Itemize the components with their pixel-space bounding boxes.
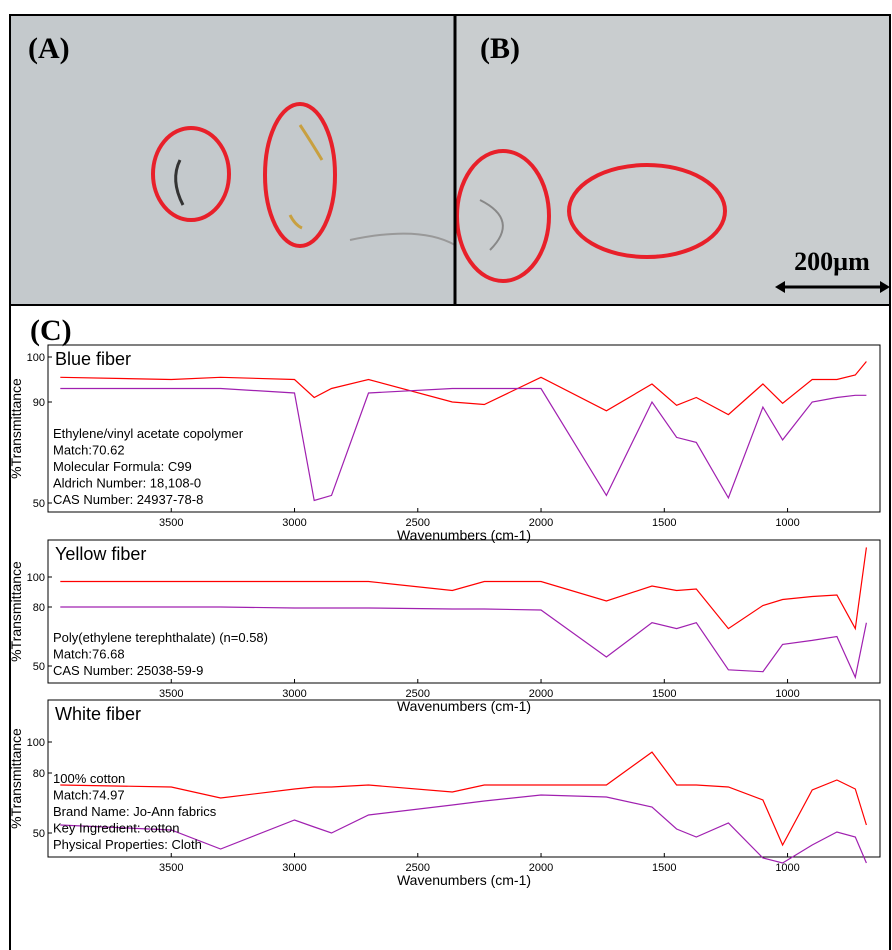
- x-axis-label: Wavenumbers (cm-1): [397, 527, 531, 543]
- x-tick-label: 1500: [652, 688, 676, 700]
- scale-bar-label: 200µm: [794, 247, 870, 276]
- y-tick-label: 90: [33, 397, 45, 409]
- library-annotation: Brand Name: Jo-Ann fabrics: [53, 804, 217, 819]
- x-tick-label: 2500: [406, 517, 430, 529]
- spectrum-line: [60, 547, 867, 631]
- library-annotation: Match:70.62: [53, 443, 125, 458]
- y-axis-label: %Transmittance: [8, 728, 24, 829]
- plot-frame: [47, 344, 881, 513]
- y-tick-label: 100: [27, 352, 45, 364]
- y-axis-label: %Transmittance: [8, 378, 24, 479]
- y-tick-label: 80: [33, 768, 45, 780]
- x-tick-label: 3500: [159, 862, 183, 874]
- x-tick-label: 3000: [282, 517, 306, 529]
- x-tick-label: 3500: [159, 517, 183, 529]
- x-tick-label: 2500: [406, 688, 430, 700]
- library-annotation: Physical Properties: Cloth: [53, 837, 202, 852]
- fiber: [288, 214, 303, 230]
- chart-title: Blue fiber: [55, 349, 131, 369]
- highlight-ellipse: [151, 126, 231, 222]
- highlight-ellipse: [455, 149, 551, 283]
- highlight-ellipse: [567, 163, 727, 259]
- panel-label: (C): [30, 314, 72, 347]
- spectrum-line: [60, 387, 867, 502]
- x-tick-label: 3500: [159, 688, 183, 700]
- panel-label: (B): [480, 32, 520, 65]
- library-annotation: Ethylene/vinyl acetate copolymer: [53, 426, 244, 441]
- library-annotation: Molecular Formula: C99: [53, 459, 192, 474]
- y-tick-label: 50: [33, 661, 45, 673]
- x-tick-label: 2000: [529, 862, 553, 874]
- plot-frame: [47, 539, 881, 684]
- spectrum-line: [60, 794, 867, 864]
- x-tick-label: 3000: [282, 862, 306, 874]
- library-annotation: Match:76.68: [53, 647, 125, 662]
- library-annotation: Aldrich Number: 18,108-0: [53, 476, 201, 491]
- photo-a: [10, 15, 455, 305]
- library-annotation: Key Ingredient: cotton: [53, 821, 179, 836]
- chart-title: Yellow fiber: [55, 544, 146, 564]
- library-annotation: CAS Number: 24937-78-8: [53, 492, 203, 507]
- spectrum-line: [60, 751, 867, 847]
- y-tick-label: 100: [27, 572, 45, 584]
- library-annotation: 100% cotton: [53, 771, 125, 786]
- x-axis-label: Wavenumbers (cm-1): [397, 872, 531, 888]
- x-tick-label: 2000: [529, 688, 553, 700]
- x-tick-label: 1500: [652, 862, 676, 874]
- y-axis-label: %Transmittance: [8, 561, 24, 662]
- library-annotation: CAS Number: 25038-59-9: [53, 663, 203, 678]
- library-annotation: Poly(ethylene terephthalate) (n=0.58): [53, 630, 268, 645]
- photo-frame: [9, 14, 891, 306]
- fiber: [298, 124, 324, 161]
- y-tick-label: 100: [27, 737, 45, 749]
- x-tick-label: 2000: [529, 517, 553, 529]
- y-tick-label: 80: [33, 602, 45, 614]
- highlight-ellipse: [263, 102, 337, 248]
- chart-title: White fiber: [55, 704, 141, 724]
- x-tick-label: 2500: [406, 862, 430, 874]
- y-tick-label: 50: [33, 828, 45, 840]
- fiber: [479, 199, 504, 251]
- panel-label: (A): [28, 32, 70, 65]
- x-axis-label: Wavenumbers (cm-1): [397, 698, 531, 714]
- x-tick-label: 1000: [775, 517, 799, 529]
- spectrum-line: [60, 606, 867, 680]
- spectrum-line: [60, 361, 867, 416]
- x-tick-label: 1000: [775, 688, 799, 700]
- x-tick-label: 1000: [775, 862, 799, 874]
- fiber: [174, 159, 185, 206]
- fiber: [349, 232, 456, 246]
- x-tick-label: 3000: [282, 688, 306, 700]
- y-tick-label: 50: [33, 498, 45, 510]
- library-annotation: Match:74.97: [53, 788, 125, 803]
- plot-frame: [47, 699, 881, 858]
- x-tick-label: 1500: [652, 517, 676, 529]
